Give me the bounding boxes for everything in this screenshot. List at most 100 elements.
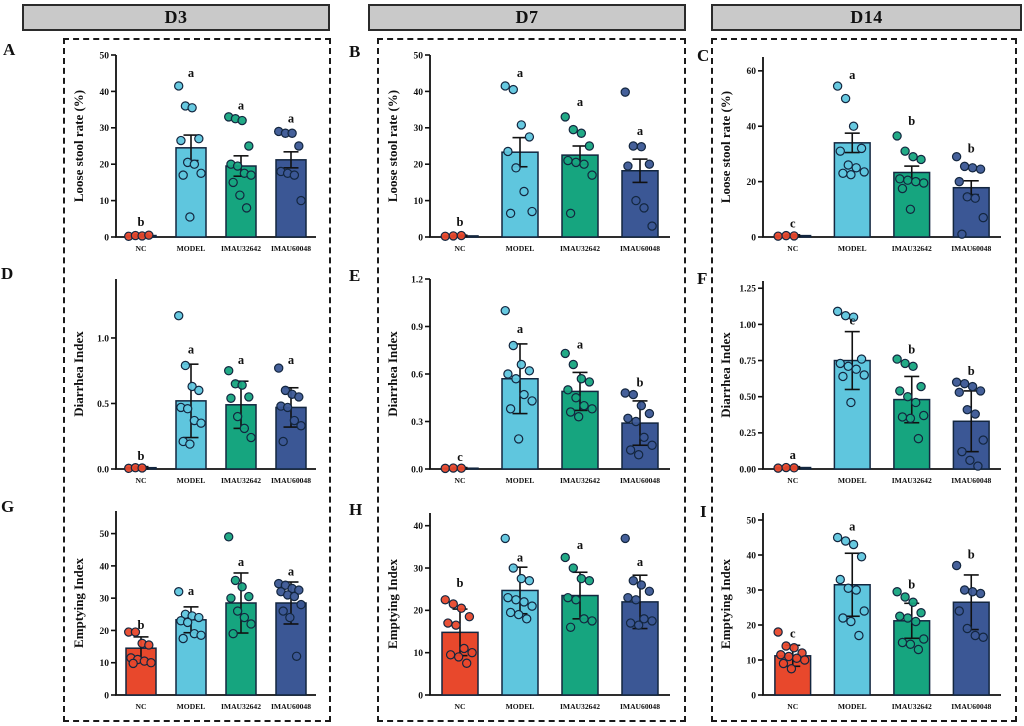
svg-text:40: 40 xyxy=(100,88,110,98)
panel-label-g: G xyxy=(1,497,15,516)
svg-text:a: a xyxy=(849,68,856,82)
svg-text:0.25: 0.25 xyxy=(739,429,756,439)
svg-text:MODEL: MODEL xyxy=(177,244,206,253)
panel-label-d: D xyxy=(1,264,14,283)
svg-text:b: b xyxy=(968,548,975,562)
svg-text:1.0: 1.0 xyxy=(97,334,109,344)
svg-text:IMAU32642: IMAU32642 xyxy=(560,702,600,711)
svg-text:c: c xyxy=(790,626,796,640)
panel-label-f: F xyxy=(697,269,708,288)
bar-chart-panel-i: 0 10 20 30 40 50 Emptying Index c NC a MODEL b IMAU3… xyxy=(718,513,1001,711)
bar-chart-panel-c: 0 20 40 60 Loose stool rate (%) c NC a MODEL b IMA… xyxy=(718,57,1001,253)
svg-text:IMAU60048: IMAU60048 xyxy=(271,244,311,253)
svg-text:10: 10 xyxy=(747,656,757,666)
column-header-d3-label: D3 xyxy=(164,7,188,27)
svg-text:b: b xyxy=(908,114,915,128)
chart-panel-i: 0 10 20 30 40 50 Emptying Index c NC a MODEL b IMAU3… xyxy=(717,500,1013,718)
svg-text:a: a xyxy=(517,66,524,80)
svg-text:IMAU60048: IMAU60048 xyxy=(620,702,660,711)
svg-text:1.25: 1.25 xyxy=(739,285,756,295)
svg-text:50: 50 xyxy=(100,530,110,540)
svg-text:IMAU60048: IMAU60048 xyxy=(951,244,991,253)
svg-text:b: b xyxy=(138,215,145,229)
svg-text:b: b xyxy=(637,376,644,390)
svg-text:40: 40 xyxy=(414,522,424,532)
svg-text:30: 30 xyxy=(100,124,110,134)
svg-text:40: 40 xyxy=(747,551,757,561)
svg-text:10: 10 xyxy=(414,197,424,207)
svg-text:0: 0 xyxy=(104,691,109,701)
svg-text:MODEL: MODEL xyxy=(506,244,535,253)
svg-text:Diarrhea Index: Diarrhea Index xyxy=(718,332,733,418)
chart-panel-e: 0.0 0.3 0.6 0.9 1.2 Diarrhea Index c NC a MODEL a I… xyxy=(384,266,682,492)
svg-text:IMAU32642: IMAU32642 xyxy=(892,476,932,485)
panel-label-a: A xyxy=(3,40,16,59)
svg-text:c: c xyxy=(849,313,855,327)
svg-text:20: 20 xyxy=(414,161,424,171)
svg-text:MODEL: MODEL xyxy=(838,702,867,711)
svg-text:b: b xyxy=(968,364,975,378)
svg-text:10: 10 xyxy=(100,197,110,207)
bar-chart-panel-f: 0.00 0.25 0.50 0.75 1.00 1.25 Diarrhea Index a N… xyxy=(718,281,1001,485)
column-panel-border-d3 xyxy=(63,38,331,722)
svg-text:0.0: 0.0 xyxy=(411,465,423,475)
panel-label-h: H xyxy=(349,500,363,519)
svg-text:NC: NC xyxy=(787,476,798,485)
svg-text:a: a xyxy=(849,520,856,534)
svg-text:NC: NC xyxy=(455,702,466,711)
svg-text:MODEL: MODEL xyxy=(838,476,867,485)
svg-text:Diarrhea Index: Diarrhea Index xyxy=(385,331,400,417)
svg-text:IMAU32642: IMAU32642 xyxy=(892,244,932,253)
svg-text:b: b xyxy=(908,577,915,591)
svg-text:IMAU60048: IMAU60048 xyxy=(951,476,991,485)
chart-panel-b: 0 10 20 30 40 50 Loose stool rate (%) b NC a MODEL… xyxy=(384,42,682,260)
column-panel-border-d14 xyxy=(711,38,1017,722)
svg-text:MODEL: MODEL xyxy=(506,476,535,485)
svg-text:b: b xyxy=(138,449,145,463)
svg-text:IMAU60048: IMAU60048 xyxy=(271,476,311,485)
svg-text:NC: NC xyxy=(136,702,147,711)
svg-text:Loose stool rate (%): Loose stool rate (%) xyxy=(385,90,400,202)
svg-text:IMAU32642: IMAU32642 xyxy=(892,702,932,711)
svg-text:30: 30 xyxy=(414,564,424,574)
svg-text:Loose stool rate (%): Loose stool rate (%) xyxy=(718,91,733,203)
svg-text:0.00: 0.00 xyxy=(739,465,756,475)
svg-text:40: 40 xyxy=(414,88,424,98)
svg-text:IMAU32642: IMAU32642 xyxy=(560,244,600,253)
svg-text:IMAU60048: IMAU60048 xyxy=(620,244,660,253)
svg-text:30: 30 xyxy=(747,586,757,596)
svg-text:a: a xyxy=(238,555,245,569)
svg-text:20: 20 xyxy=(747,178,757,188)
svg-text:1.00: 1.00 xyxy=(739,321,756,331)
chart-panel-g: 0 10 20 30 40 50 Emptying Index b NC a MODEL a IMAU3… xyxy=(70,498,328,718)
svg-text:Emptying Index: Emptying Index xyxy=(385,559,400,649)
column-panel-border-d7 xyxy=(377,38,686,722)
svg-text:0.50: 0.50 xyxy=(739,393,756,403)
svg-text:a: a xyxy=(577,338,584,352)
svg-text:a: a xyxy=(577,538,584,552)
svg-text:a: a xyxy=(637,124,644,138)
column-header-d14-label: D14 xyxy=(850,7,883,27)
panel-label-i: I xyxy=(700,502,707,521)
svg-text:IMAU60048: IMAU60048 xyxy=(620,476,660,485)
svg-text:0.9: 0.9 xyxy=(411,323,423,333)
svg-text:a: a xyxy=(288,353,295,367)
svg-text:a: a xyxy=(517,551,524,565)
svg-text:NC: NC xyxy=(455,244,466,253)
svg-text:1.2: 1.2 xyxy=(411,275,423,285)
svg-text:0: 0 xyxy=(418,691,423,701)
svg-text:Emptying Index: Emptying Index xyxy=(71,558,86,648)
chart-panel-a: 0 10 20 30 40 50 Loose stool rate (%) b NC a MODEL… xyxy=(70,42,328,260)
svg-text:20: 20 xyxy=(414,607,424,617)
chart-panel-c: 0 20 40 60 Loose stool rate (%) c NC a MODEL b IMA… xyxy=(717,44,1013,260)
svg-text:IMAU32642: IMAU32642 xyxy=(221,476,261,485)
svg-text:40: 40 xyxy=(747,123,757,133)
svg-text:a: a xyxy=(238,353,245,367)
svg-text:b: b xyxy=(908,342,915,356)
svg-text:c: c xyxy=(457,450,463,464)
svg-text:MODEL: MODEL xyxy=(506,702,535,711)
svg-text:a: a xyxy=(188,66,195,80)
svg-text:50: 50 xyxy=(100,51,110,61)
bar-chart-panel-g: 0 10 20 30 40 50 Emptying Index b NC a MODEL a IMAU3… xyxy=(71,511,316,711)
svg-text:0.3: 0.3 xyxy=(411,418,423,428)
